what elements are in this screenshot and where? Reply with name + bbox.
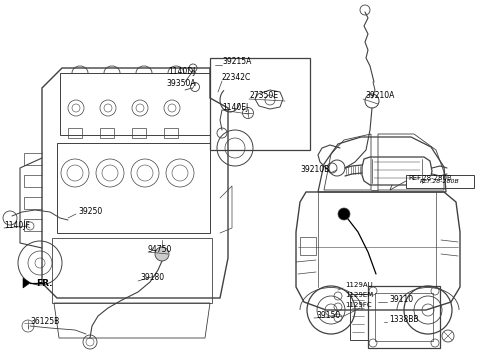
Circle shape: [338, 208, 350, 220]
Bar: [60, 73, 210, 135]
Bar: [52, 238, 212, 303]
Bar: [375, 293, 433, 341]
Text: 39180: 39180: [140, 273, 164, 282]
Text: FR.: FR.: [36, 280, 52, 289]
Text: 39110: 39110: [389, 295, 413, 305]
Text: 36125B: 36125B: [30, 318, 59, 326]
Bar: [68, 128, 82, 138]
Bar: [57, 143, 210, 233]
Text: REF.28-280B: REF.28-280B: [408, 175, 452, 181]
Text: 1140JF: 1140JF: [4, 221, 30, 231]
Bar: [164, 128, 178, 138]
Text: 1140EJ: 1140EJ: [222, 102, 248, 111]
Text: 1338BB: 1338BB: [389, 315, 419, 325]
Text: 1140DJ: 1140DJ: [168, 68, 196, 77]
Text: 39215A: 39215A: [222, 57, 252, 66]
Text: 1129FC: 1129FC: [345, 302, 372, 308]
Text: 39350A: 39350A: [167, 78, 196, 87]
Bar: [210, 58, 310, 150]
Text: 39210B: 39210B: [301, 166, 330, 175]
Bar: [300, 237, 316, 255]
Bar: [132, 128, 146, 138]
Circle shape: [155, 247, 169, 261]
Bar: [368, 286, 440, 348]
Bar: [100, 128, 114, 138]
Text: 1129EM: 1129EM: [345, 292, 373, 298]
Text: 94750: 94750: [148, 245, 172, 253]
Bar: [350, 294, 368, 340]
Text: REF.28-280B: REF.28-280B: [420, 179, 460, 184]
Bar: [406, 175, 474, 188]
Text: 39250: 39250: [78, 207, 102, 216]
Text: 39210A: 39210A: [365, 91, 395, 101]
Text: 39150: 39150: [316, 311, 340, 321]
Text: 27350E: 27350E: [249, 91, 278, 101]
Polygon shape: [23, 278, 30, 288]
Text: 22342C: 22342C: [222, 73, 251, 82]
Text: 1129AU: 1129AU: [345, 282, 373, 288]
